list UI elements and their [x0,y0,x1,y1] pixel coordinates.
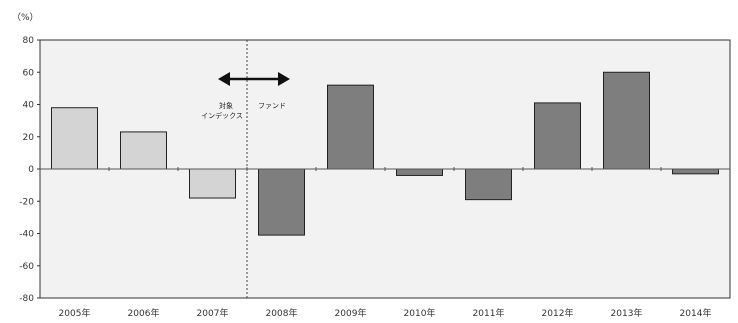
bar-2011年 [465,168,512,201]
x-tick-label: 2005年 [59,307,91,319]
y-tick-label: 20 [23,133,35,143]
y-tick-label: 40 [23,101,35,111]
bar-2005年 [51,107,98,170]
y-axis: -80 -60 -40 -20 0 20 40 60 80 [19,36,40,304]
index-label-line2: インデックス [201,111,243,120]
fund-label: ファンド [258,102,286,110]
period-annotation: 対象 インデックス ファンド [201,72,290,120]
y-tick-label: -20 [19,197,34,207]
x-tick-label: 2009年 [335,307,367,319]
index-label-line1: 対象 [219,101,233,110]
arrow-left-head [218,72,230,86]
y-tick-label: -60 [19,262,34,272]
y-tick-label: -40 [19,230,34,240]
x-tick-label: 2013年 [611,307,643,319]
x-tick-label: 2011年 [473,307,505,319]
bar-2013年 [603,71,650,170]
x-tick-label: 2007年 [197,307,229,319]
y-tick-label: 80 [23,36,35,46]
bar-2008年 [258,168,305,236]
x-axis: 2005年 2006年 2007年 2008年 2009年 2010年 2011年 2012年… [59,307,712,319]
arrow-right-head [278,72,290,86]
bar-2007年 [189,168,236,199]
x-tick-label: 2014年 [680,307,712,319]
x-tick-label: 2010年 [404,307,436,319]
x-tick-label: 2006年 [128,307,160,319]
bar-2010年 [396,168,443,176]
y-tick-label: 0 [28,165,34,175]
x-tick-label: 2012年 [542,307,574,319]
y-tick-label: -80 [19,294,34,304]
unit-label: （%） [12,12,39,23]
bar-2009年 [327,84,374,170]
bar-2014年 [672,168,719,175]
y-tick-label: 60 [23,68,35,78]
x-tick-label: 2008年 [266,307,298,319]
bar-2006年 [120,131,167,170]
bar-2012年 [534,102,581,170]
